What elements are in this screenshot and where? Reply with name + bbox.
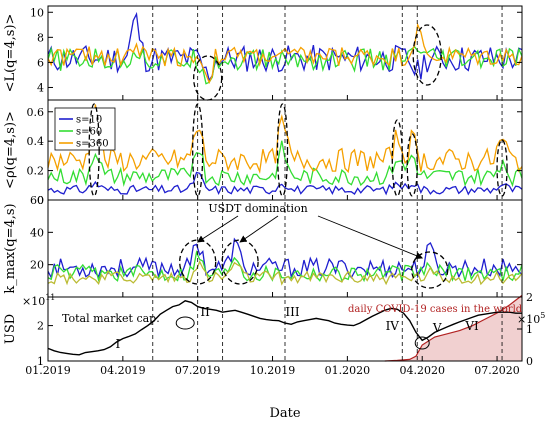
y-tick-label: 0.2	[27, 165, 45, 178]
left-axis-exponent-power: 11	[45, 293, 55, 302]
legend-box	[54, 107, 116, 151]
y-tick-label: 4	[37, 81, 44, 94]
right-tick-label: 0	[526, 355, 533, 368]
y-tick-label: 20	[30, 259, 44, 272]
x-axis-title: Date	[269, 406, 300, 421]
covid-label: daily COVID-19 cases in the world	[348, 304, 523, 315]
period-label-IV: IV	[386, 319, 400, 333]
period-label-V: V	[432, 321, 442, 335]
y-tick-label: 60	[30, 194, 44, 207]
highlight-ellipse-4	[192, 103, 204, 197]
period-label-III: III	[285, 305, 299, 319]
period-label-I: I	[115, 337, 120, 351]
y-tick-label: 2	[37, 320, 44, 333]
crash-marker-ellipse	[414, 336, 430, 350]
right-tick-label: 2	[526, 291, 533, 304]
legend-label-s10: s=10	[76, 115, 102, 126]
peak-marker-ellipse	[175, 316, 195, 330]
highlight-ellipse-5	[276, 103, 289, 197]
y-axis-title-3: k_max(q=4,s)	[3, 203, 18, 293]
highlight-ellipse-10	[221, 239, 259, 285]
covid-cases-area	[384, 295, 522, 361]
series-line-s360-panel3	[47, 260, 523, 286]
highlight-ellipse-9	[179, 239, 217, 285]
y-axis-title-1: <L(q=4,s)>	[3, 14, 18, 93]
y-tick-label: 10	[30, 6, 44, 19]
annotation-arrow-1	[196, 215, 239, 243]
left-axis-exponent: ×1011	[22, 293, 55, 308]
x-tick-label: 10.2019	[250, 364, 296, 377]
right-axis-exponent-power: 5	[540, 311, 545, 320]
y-tick-label: 0.6	[27, 106, 45, 119]
highlight-ellipse-2	[412, 24, 442, 86]
y-axis-title-2: <ρ(q=4,s)>	[3, 111, 18, 189]
highlight-ellipse-1	[193, 55, 223, 101]
x-tick-label: 07.2019	[175, 364, 221, 377]
period-label-II: II	[200, 305, 210, 319]
legend-label-s360: s=360	[76, 139, 109, 150]
highlight-ellipse-7	[406, 133, 418, 197]
x-tick-label: 01.2019	[25, 364, 71, 377]
legend-label-s60: s=60	[76, 127, 102, 138]
y-tick-label: 0	[37, 194, 44, 207]
x-tick-label: 04.2019	[100, 364, 146, 377]
right-axis-exponent: ×105	[517, 311, 545, 326]
highlight-ellipse-3	[88, 103, 100, 197]
series-line-s60-panel2	[47, 140, 523, 188]
x-tick-label: 04.2020	[399, 364, 445, 377]
y-tick-label: 1	[37, 355, 44, 368]
period-label-VI: VI	[464, 319, 479, 333]
series-line-s360-panel1	[47, 22, 523, 85]
highlight-ellipse-11	[411, 251, 449, 289]
y-tick-label: 40	[30, 226, 44, 239]
highlight-ellipse-6	[391, 119, 403, 197]
annotation-arrow-3	[317, 215, 424, 259]
y-tick-label: 0.4	[27, 135, 45, 148]
highlight-ellipse-8	[496, 139, 508, 197]
y-tick-label: 8	[37, 31, 44, 44]
y-tick-label: 6	[37, 56, 44, 69]
annotation-usdt: USDT domination	[208, 202, 307, 215]
covid-cases-line	[384, 294, 523, 362]
y-axis-title-4: USD	[3, 314, 18, 344]
x-tick-label: 07.2020	[474, 364, 520, 377]
market-cap-label: Total market cap.	[62, 312, 160, 325]
series-line-s10-panel2	[47, 171, 523, 196]
x-tick-label: 01.2020	[325, 364, 371, 377]
annotation-arrow-2	[239, 215, 279, 243]
series-line-s360-panel2	[47, 104, 523, 174]
right-tick-label: 1	[526, 323, 533, 336]
